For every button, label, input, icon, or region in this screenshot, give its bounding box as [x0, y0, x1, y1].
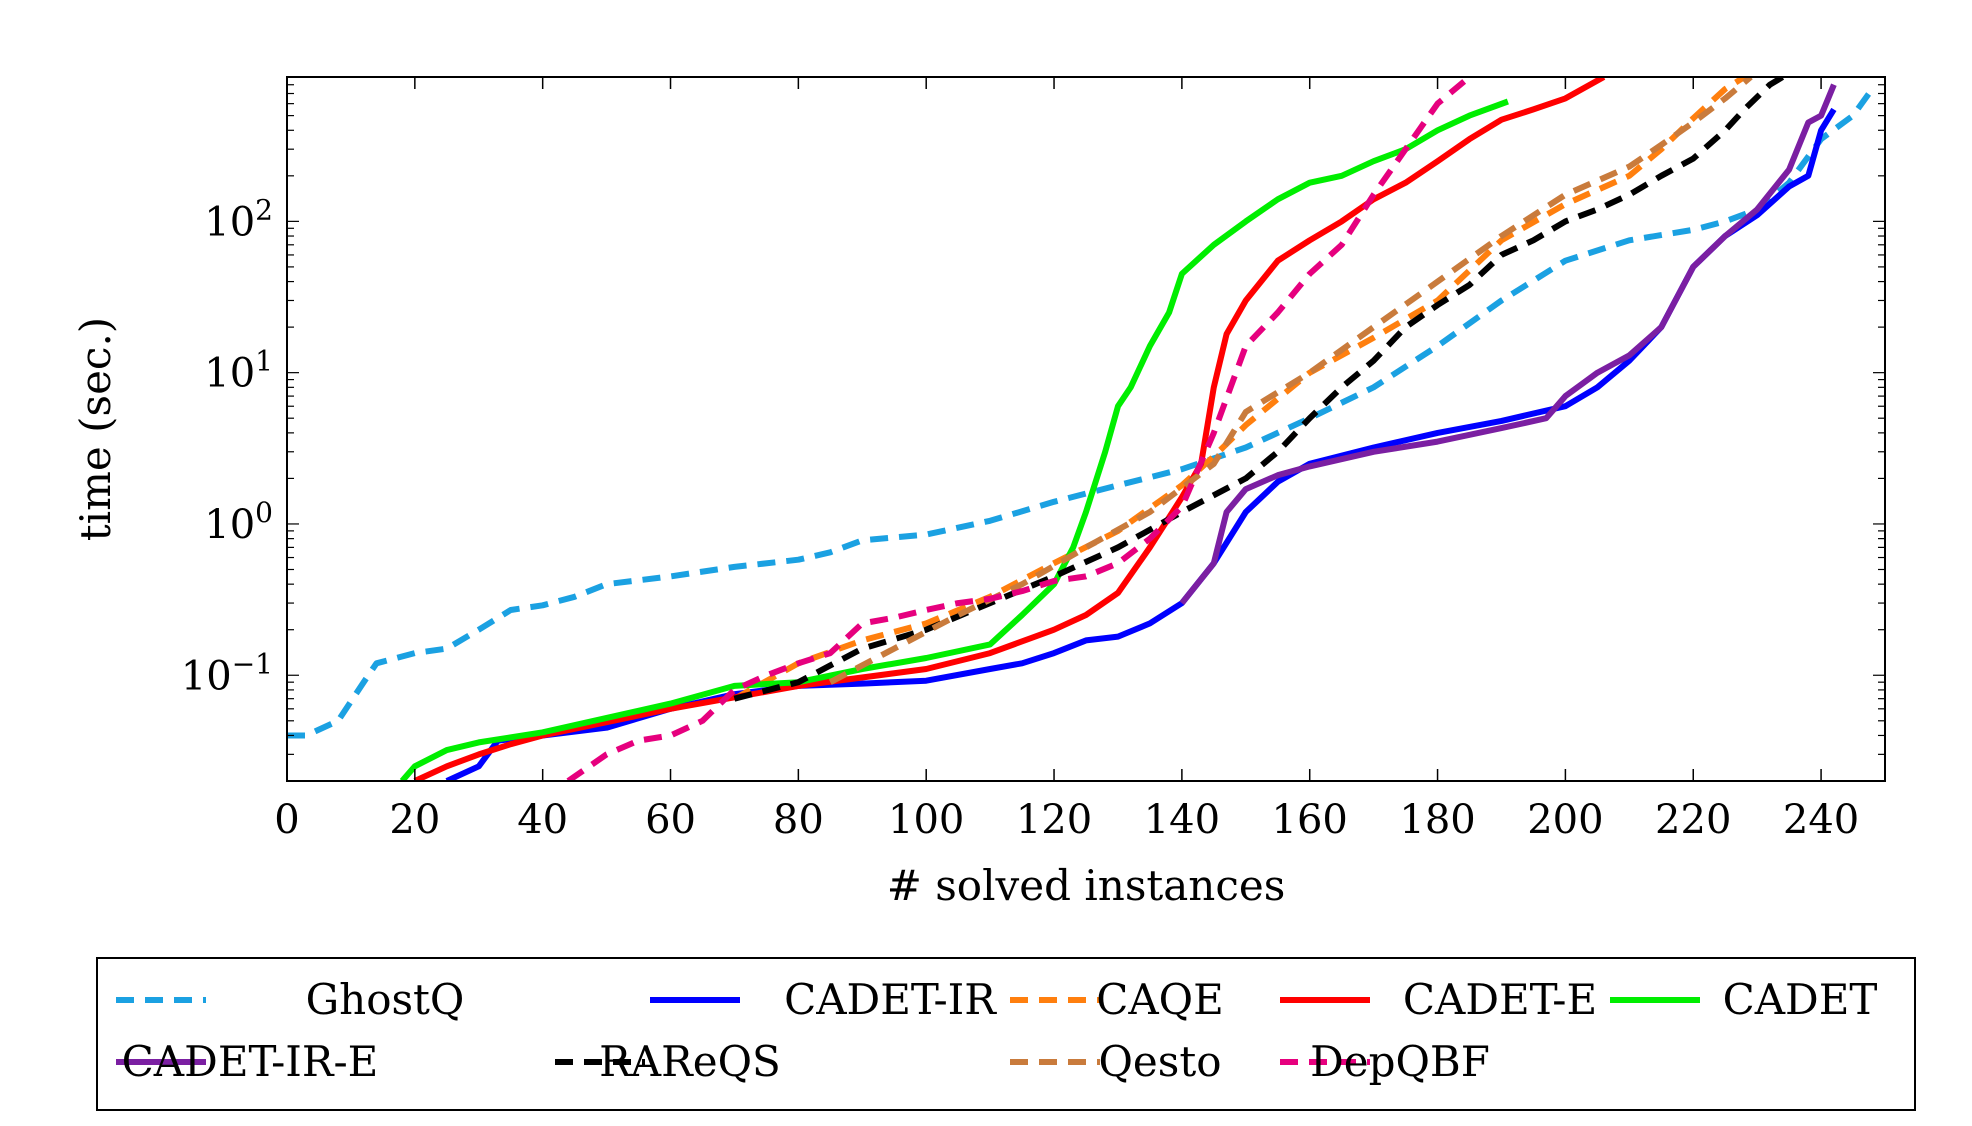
legend-label: CADET	[1723, 975, 1878, 1024]
series-line-caqe	[732, 77, 1746, 702]
legend-label: CADET-E	[1403, 975, 1597, 1024]
legend-label: RAReQS	[599, 1037, 781, 1086]
series-line-ghostq	[287, 87, 1875, 739]
x-tick-label: 200	[1527, 797, 1603, 843]
x-tick-label: 0	[274, 797, 299, 843]
x-tick-label: 140	[1144, 797, 1220, 843]
series-layer	[287, 77, 1875, 781]
x-tick-label: 40	[517, 797, 568, 843]
legend-label: CAQE	[1096, 975, 1224, 1024]
x-axis-label: # solved instances	[887, 861, 1286, 910]
x-tick-label: 120	[1016, 797, 1092, 843]
y-tick-label: 100	[204, 496, 273, 548]
series-line-qesto	[828, 77, 1753, 685]
y-tick-label: 10−1	[181, 647, 273, 699]
plot-frame	[286, 76, 1886, 782]
series-line-depqbf	[566, 77, 1472, 781]
y-tick-label: 102	[204, 193, 273, 245]
legend-label: Qesto	[1098, 1037, 1221, 1086]
y-tick-label: 101	[204, 345, 273, 397]
series-line-cadet-ir-e	[1179, 83, 1837, 605]
legend-label: CADET-IR-E	[122, 1037, 379, 1086]
plot-area	[287, 77, 1885, 781]
legend-label: CADET-IR	[784, 975, 997, 1024]
series-line-rareqs	[733, 77, 1785, 702]
tick-labels: 0 20 40 60 80 100 120 140 160 180 200 220 240 10−1 100…	[181, 193, 1859, 843]
legend-label: GhostQ	[306, 975, 465, 1024]
x-tick-label: 20	[389, 797, 440, 843]
x-tick-label: 60	[645, 797, 696, 843]
legend-label: DepQBF	[1310, 1037, 1490, 1086]
legend: GhostQ CADET-IR CAQE CADET-E CADET CADET-IR-E…	[96, 957, 1916, 1111]
series-line-cadet	[399, 98, 1509, 781]
x-tick-label: 240	[1783, 797, 1859, 843]
x-tick-label: 100	[888, 797, 964, 843]
x-tick-label: 80	[773, 797, 824, 843]
legend-frame	[96, 957, 1916, 1111]
y-axis-label: time (sec.)	[71, 317, 120, 541]
x-tick-label: 220	[1655, 797, 1731, 843]
x-tick-label: 180	[1399, 797, 1475, 843]
x-tick-label: 160	[1272, 797, 1348, 843]
